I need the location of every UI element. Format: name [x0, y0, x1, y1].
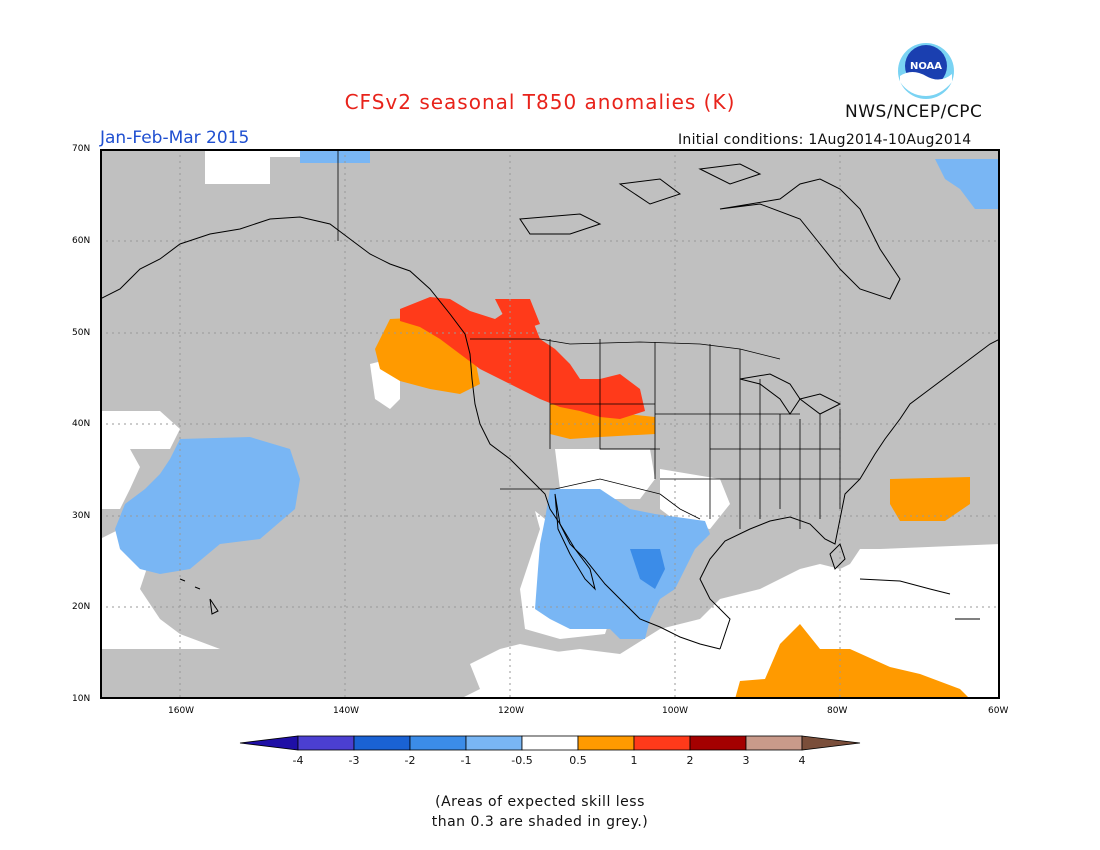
noaa-logo-icon: NOAA [898, 43, 954, 99]
lat-label-20n: 20N [72, 602, 91, 612]
colorbar-segment [521, 735, 579, 751]
colorbar-label: -3 [349, 754, 360, 767]
graticule [100, 149, 1000, 699]
negative-anomaly-mexico [535, 489, 710, 639]
borders [337, 149, 860, 529]
svg-text:NOAA: NOAA [910, 61, 942, 72]
colorbar-segment [577, 735, 635, 751]
colorbar-label: 0.5 [569, 754, 587, 767]
lon-label-100w: 100W [662, 706, 689, 716]
white-region-north [205, 149, 370, 184]
lat-label-70n: 70N [72, 144, 91, 154]
colorbar-label: 1 [631, 754, 638, 767]
white-region-texas [660, 469, 730, 529]
lon-label-60w: 60W [988, 706, 1009, 716]
colorbar-label: -4 [293, 754, 304, 767]
colorbar-segment [409, 735, 467, 751]
colorbar-label: -1 [461, 754, 472, 767]
lat-label-10n: 10N [72, 694, 91, 704]
colorbar-label: 3 [743, 754, 750, 767]
colorbar-segment [297, 735, 355, 751]
skill-note-line-2: than 0.3 are shaded in grey.) [431, 814, 649, 830]
colorbar-segment [239, 735, 299, 751]
colorbar: -4 -3 -2 -1 -0.5 0.5 1 2 3 4 [239, 735, 861, 767]
lon-label-140w: 140W [333, 706, 360, 716]
lon-label-160w: 160W [168, 706, 195, 716]
lat-label-60n: 60N [72, 236, 91, 246]
colorbar-segment [353, 735, 411, 751]
colorbar-label: -2 [405, 754, 416, 767]
white-region-pacific [100, 411, 180, 509]
lat-label-30n: 30N [72, 511, 91, 521]
positive-anomaly-northern-rockies [495, 299, 540, 329]
skill-note-line-1: (Areas of expected skill less [435, 794, 645, 810]
positive-anomaly-nw-strong [400, 297, 645, 419]
initial-conditions: Initial conditions: 1Aug2014-10Aug2014 [678, 132, 972, 148]
map-title: CFSv2 seasonal T850 anomalies (K) [344, 90, 736, 114]
forecast-period: Jan-Feb-Mar 2015 [100, 128, 250, 148]
skill-note: (Areas of expected skill less than 0.3 a… [0, 792, 1090, 832]
negative-anomaly-pacific [115, 437, 300, 574]
colorbar-label: -0.5 [511, 754, 532, 767]
positive-anomaly-central-america [735, 624, 970, 699]
negative-anomaly-east [935, 159, 1000, 209]
colorbar-segment [633, 735, 691, 751]
lat-label-40n: 40N [72, 419, 91, 429]
noaa-logo: NOAA [896, 42, 956, 100]
negative-anomaly-mexico-dark [630, 549, 665, 589]
colorbar-segment [801, 735, 861, 751]
lon-label-80w: 80W [827, 706, 848, 716]
negative-anomaly-north [300, 149, 370, 163]
colorbar-label: 4 [799, 754, 806, 767]
colorbar-segment [465, 735, 523, 751]
colorbar-label: 2 [687, 754, 694, 767]
positive-anomaly-intermountain [550, 404, 655, 439]
agency-label: NWS/NCEP/CPC [845, 102, 983, 122]
coastlines [100, 163, 1000, 650]
colorbar-segment [745, 735, 803, 751]
white-region-se-pacific [510, 547, 1000, 699]
positive-anomaly-atlantic [890, 477, 970, 521]
colorbar-segment [689, 735, 747, 751]
lat-label-50n: 50N [72, 328, 91, 338]
anomaly-map: 70N [100, 149, 1000, 699]
lon-label-120w: 120W [498, 706, 525, 716]
